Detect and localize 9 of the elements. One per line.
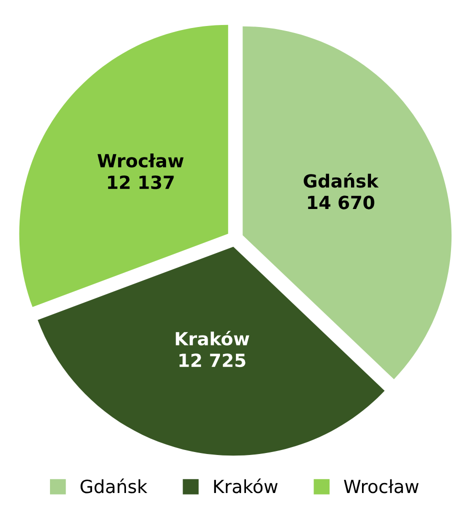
legend-label: Wrocław (344, 479, 419, 494)
slice-label: Kraków (176, 330, 250, 346)
legend-label: Kraków (214, 478, 278, 494)
data-label: 12 725 (180, 353, 246, 368)
data-label: 12 137 (108, 175, 174, 190)
slice-label: Gdańsk (304, 173, 379, 188)
legend-label: Gdańsk (80, 478, 148, 494)
slice-label: Wrocław (98, 154, 184, 168)
data-label: 14 670 (308, 196, 374, 210)
